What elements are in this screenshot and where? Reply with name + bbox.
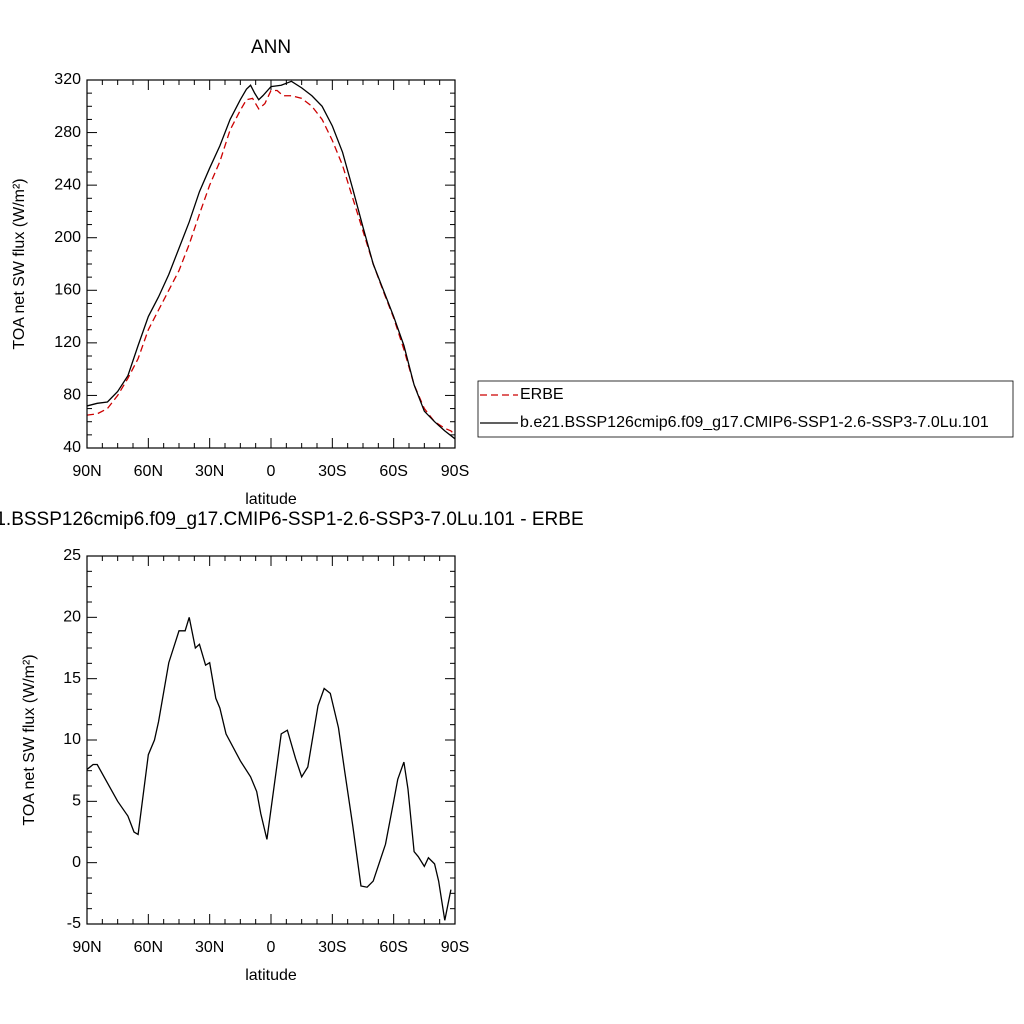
- panel: b.e21.BSSP126cmip6.f09_g17.CMIP6-SSP1-2.…: [0, 509, 584, 984]
- y-tick-label: 240: [54, 176, 81, 193]
- x-tick-label: 60S: [379, 939, 407, 956]
- chart-title: b.e21.BSSP126cmip6.f09_g17.CMIP6-SSP1-2.…: [0, 509, 584, 530]
- y-tick-label: 200: [54, 229, 81, 246]
- legend-label: ERBE: [520, 386, 564, 403]
- y-tick-label: 40: [63, 439, 81, 456]
- data-line: [86, 89, 456, 436]
- y-axis-label: TOA net SW flux (W/m²): [21, 654, 38, 825]
- plot-frame: [86, 555, 456, 925]
- y-tick-label: 80: [63, 387, 81, 404]
- x-axis-label: latitude: [245, 967, 297, 984]
- x-axis-label: latitude: [245, 491, 297, 508]
- x-tick-label: 90N: [72, 463, 101, 480]
- x-tick-label: 90S: [441, 463, 469, 480]
- plot-frame: [86, 79, 456, 449]
- x-tick-label: 90N: [72, 939, 101, 956]
- y-tick-label: 120: [54, 334, 81, 351]
- y-tick-label: 0: [72, 854, 81, 871]
- y-tick-label: 15: [63, 670, 81, 687]
- y-tick-label: 10: [63, 731, 81, 748]
- y-tick-label: 25: [63, 547, 81, 564]
- x-tick-label: 60N: [134, 939, 163, 956]
- legend: ERBE b.e21.BSSP126cmip6.f09_g17.CMIP6-SSP…: [477, 380, 1014, 438]
- data-line: [86, 80, 456, 440]
- x-tick-label: 0: [267, 463, 276, 480]
- x-tick-label: 30N: [195, 939, 224, 956]
- x-tick-label: 30N: [195, 463, 224, 480]
- x-tick-label: 0: [267, 939, 276, 956]
- panel: ANN latitude TOA net SW flux (W/m²) 40 80 120…: [11, 37, 1014, 508]
- x-tick-label: 30S: [318, 463, 346, 480]
- y-axis-label: TOA net SW flux (W/m²): [11, 178, 28, 349]
- x-tick-label: 90S: [441, 939, 469, 956]
- legend-label: b.e21.BSSP126cmip6.f09_g17.CMIP6-SSP1-2.…: [520, 414, 989, 431]
- y-tick-label: 5: [72, 793, 81, 810]
- y-tick-label: 160: [54, 282, 81, 299]
- x-tick-label: 60S: [379, 463, 407, 480]
- x-tick-label: 30S: [318, 939, 346, 956]
- x-tick-label: 60N: [134, 463, 163, 480]
- chart-title: ANN: [251, 37, 291, 58]
- data-line: [86, 617, 452, 921]
- y-tick-label: 20: [63, 609, 81, 626]
- y-tick-label: 280: [54, 124, 81, 141]
- legend-box: [477, 380, 1014, 438]
- y-tick-label: 320: [54, 71, 81, 88]
- y-tick-label: -5: [67, 915, 81, 932]
